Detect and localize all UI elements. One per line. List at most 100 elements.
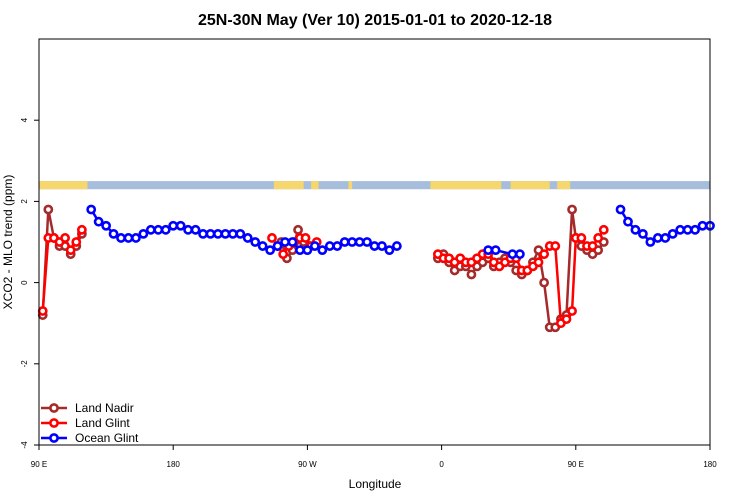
data-point — [490, 245, 501, 256]
data-point — [37, 306, 48, 316]
series-ocean-glint — [86, 204, 715, 260]
data-point — [339, 237, 350, 247]
series-line — [41, 209, 84, 316]
data-point — [287, 237, 298, 247]
data-point — [213, 228, 223, 239]
map-strip-land — [348, 181, 353, 190]
x-tick-label: 90 E — [568, 460, 584, 469]
x-tick-label: 180 — [703, 460, 717, 469]
data-point — [175, 220, 186, 231]
data-point — [317, 245, 328, 256]
legend-item: Land Glint — [41, 416, 130, 430]
data-point — [384, 245, 395, 256]
data-point — [190, 224, 201, 235]
legend-marker — [49, 403, 59, 413]
y-tick-label: 2 — [20, 199, 29, 204]
data-point — [483, 245, 494, 256]
data-point — [293, 224, 303, 235]
data-point — [198, 228, 208, 239]
data-point — [539, 249, 550, 260]
legend-item: Ocean Glint — [41, 431, 139, 445]
legend-marker — [49, 433, 59, 443]
data-point — [347, 237, 358, 247]
data-point — [65, 245, 76, 256]
plot-frame — [38, 38, 711, 446]
data-point — [265, 245, 276, 256]
x-tick-label: 180 — [167, 460, 181, 469]
y-tick-label: 4 — [20, 117, 29, 122]
data-point — [101, 220, 111, 231]
data-point — [168, 220, 179, 231]
x-tick-label: 0 — [439, 460, 444, 469]
map-strip-land — [273, 181, 304, 190]
data-point — [267, 233, 277, 243]
data-point — [227, 228, 238, 239]
data-point — [278, 249, 289, 260]
data-point — [667, 228, 678, 239]
data-point — [153, 224, 164, 235]
data-point — [630, 224, 641, 235]
data-point — [391, 241, 402, 251]
data-point — [660, 233, 671, 243]
data-point — [598, 224, 609, 235]
data-point — [652, 233, 663, 243]
legend-label: Land Glint — [75, 416, 130, 430]
data-point — [466, 269, 477, 280]
data-point — [220, 228, 231, 239]
data-point — [638, 228, 648, 239]
data-point — [539, 277, 550, 288]
y-tick-label: -4 — [20, 441, 29, 449]
data-point — [550, 241, 561, 251]
data-point — [235, 228, 246, 239]
data-point — [93, 216, 104, 227]
data-point — [60, 233, 70, 243]
y-axis: -4 -2 0 2 4 — [20, 117, 39, 449]
y-tick-label: -2 — [20, 360, 29, 368]
data-point — [138, 228, 149, 239]
chart-title: 25N-30N May (Ver 10) 2015-01-01 to 2020-… — [198, 12, 552, 29]
data-point — [145, 224, 156, 235]
data-point — [272, 241, 283, 251]
map-strip-land — [311, 181, 319, 190]
data-point — [567, 204, 577, 215]
legend-marker — [49, 418, 59, 428]
data-point — [507, 249, 518, 260]
data-point — [369, 241, 380, 251]
map-strip — [39, 181, 710, 190]
plot-series — [37, 204, 715, 333]
data-point — [514, 249, 525, 260]
map-strip-land — [510, 181, 550, 190]
data-point — [183, 224, 194, 235]
data-point — [76, 224, 87, 235]
data-point — [160, 224, 171, 235]
y-tick-label: 0 — [20, 280, 29, 285]
data-point — [593, 233, 604, 243]
data-point — [623, 216, 633, 227]
map-strip-land — [430, 181, 502, 190]
x-tick-label: 90 W — [298, 460, 317, 469]
legend-label: Land Nadir — [75, 401, 134, 415]
x-axis: 90 E 180 90 W 0 90 E 180 — [31, 445, 717, 469]
data-point — [131, 233, 141, 243]
data-point — [690, 224, 700, 235]
data-point — [43, 204, 54, 215]
data-point — [615, 204, 626, 215]
data-point — [86, 204, 97, 215]
data-point — [682, 224, 693, 235]
legend-item: Land Nadir — [41, 401, 134, 415]
data-point — [675, 224, 686, 235]
legend-label: Ocean Glint — [75, 431, 139, 445]
data-point — [302, 245, 313, 256]
data-point — [324, 241, 335, 251]
data-point — [576, 233, 587, 243]
data-point — [257, 241, 268, 251]
data-point — [295, 245, 305, 256]
data-point — [354, 237, 365, 247]
data-point — [309, 241, 320, 251]
data-point — [332, 241, 343, 251]
y-axis-label: XCO2 - MLO trend (ppm) — [1, 175, 15, 310]
data-point — [697, 220, 708, 231]
map-strip-ocean — [39, 181, 710, 190]
